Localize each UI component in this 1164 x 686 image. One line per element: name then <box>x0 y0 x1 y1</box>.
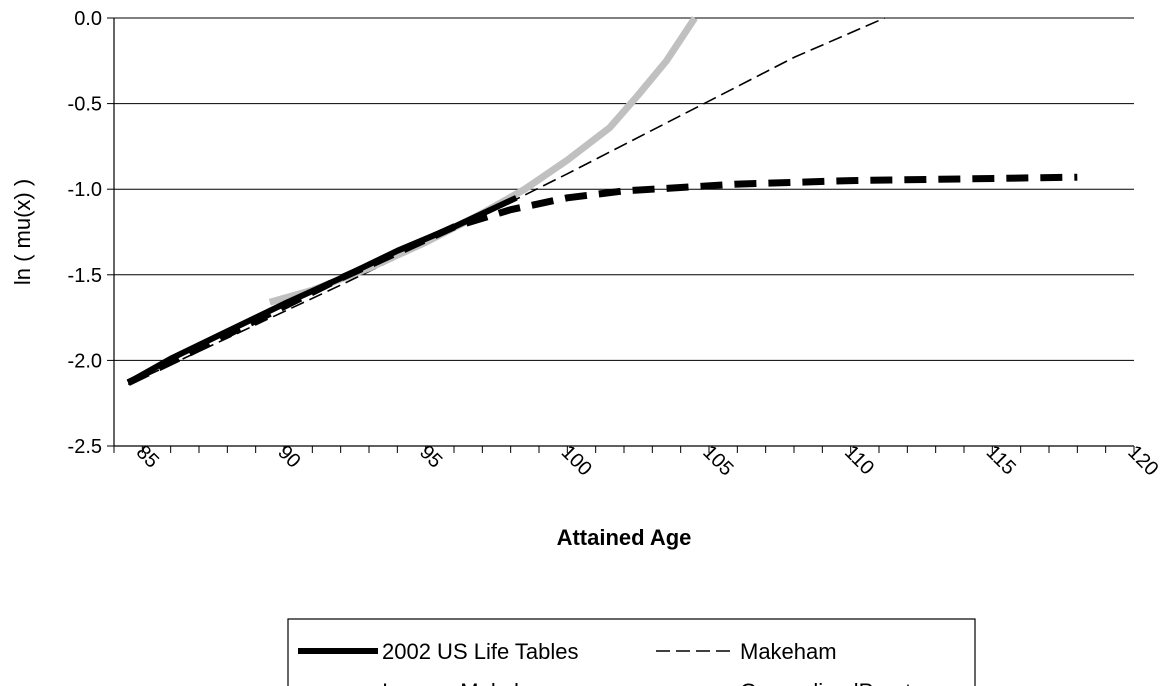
series-line-2002-us-life-tables <box>126 195 518 386</box>
grid-layer <box>114 17 1134 361</box>
axis-layer <box>107 17 1135 453</box>
plot-area <box>114 18 1134 446</box>
y-tick-label: -2.5 <box>68 436 102 458</box>
x-tick-label: 110 <box>840 441 878 479</box>
legend-label: Inverse Makeham <box>382 679 557 686</box>
series-layer <box>126 16 1078 386</box>
legend-label: Makeham <box>740 639 837 664</box>
legend-box <box>287 618 976 686</box>
x-tick-label: 120 <box>1123 441 1162 480</box>
legend-label: GeneralizedPareto <box>740 679 923 686</box>
y-tick-label: -1.0 <box>68 179 102 201</box>
y-tick-label: -0.5 <box>68 94 102 116</box>
y-tick-label: 0.0 <box>74 8 102 30</box>
legend-label: 2002 US Life Tables <box>382 639 579 664</box>
x-tick-label: 105 <box>698 441 737 480</box>
y-axis-title: ln ( mu(x) ) <box>10 179 35 285</box>
x-axis-title: Attained Age <box>557 525 692 550</box>
x-tick-label: 100 <box>557 441 596 480</box>
y-tick-label: -1.5 <box>68 265 102 287</box>
legend: 2002 US Life Tables Makeham Inverse Makeha… <box>287 618 976 686</box>
y-tick-label: -2.0 <box>68 350 102 372</box>
legend-items: 2002 US Life Tables Makeham Inverse Makeha… <box>298 639 923 686</box>
x-tick-label: 115 <box>982 441 1020 479</box>
